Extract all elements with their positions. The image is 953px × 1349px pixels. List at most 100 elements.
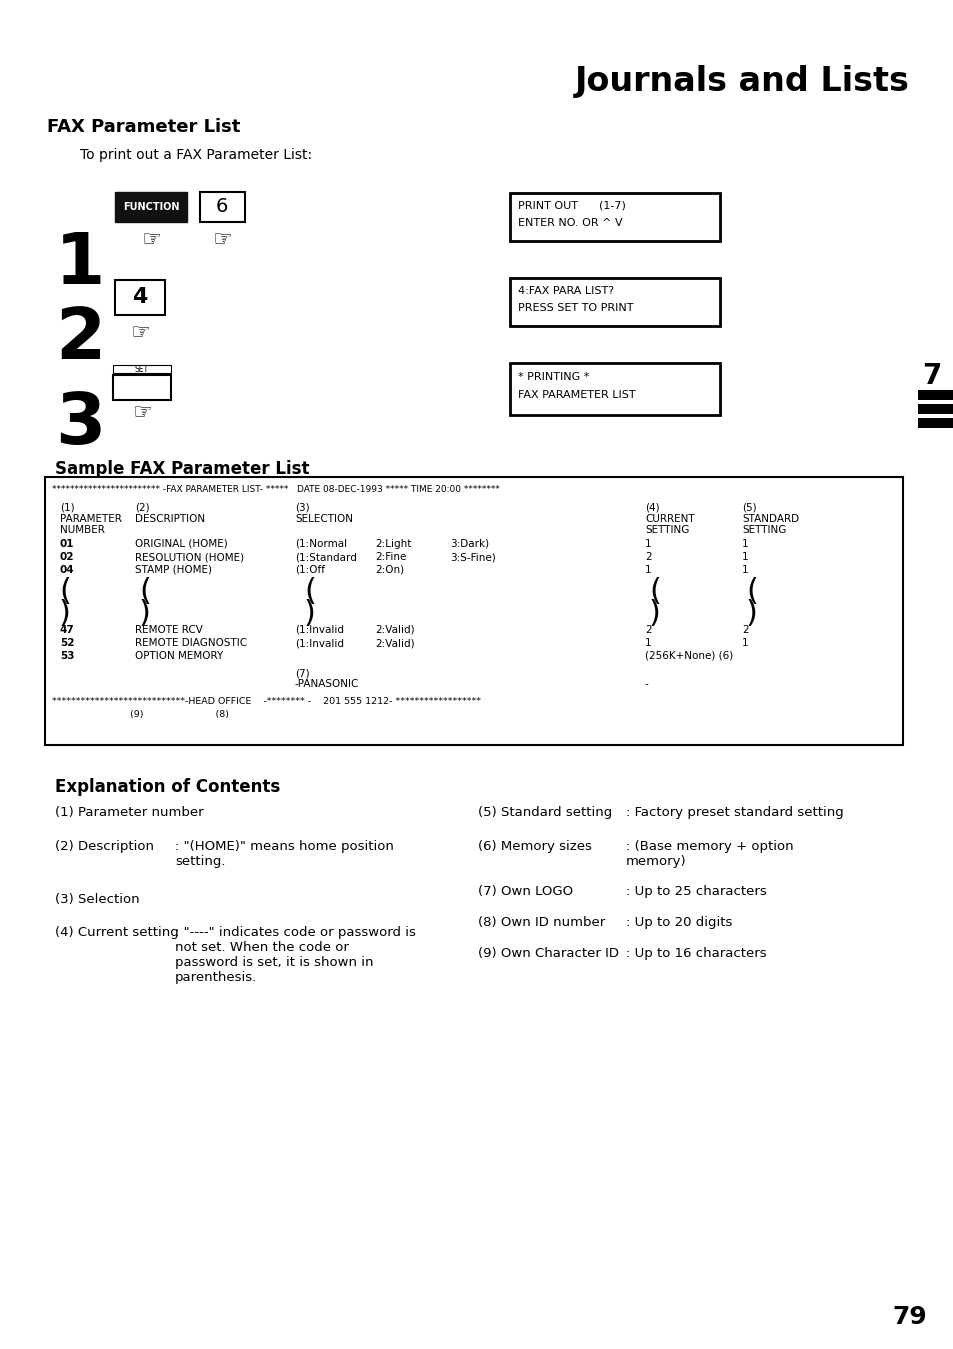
Text: (9) Own Character ID: (9) Own Character ID (477, 947, 618, 960)
Text: ): ) (745, 599, 757, 629)
Text: (1:Off: (1:Off (294, 565, 325, 575)
Text: 1: 1 (55, 229, 105, 299)
Text: 1: 1 (741, 565, 748, 575)
Text: 1: 1 (741, 638, 748, 648)
Bar (510, 278, 720, 326)
Text: (5): (5) (741, 503, 756, 513)
Text: FUNCTION: FUNCTION (123, 202, 179, 212)
Text: REMOTE DIAGNOSTIC: REMOTE DIAGNOSTIC (135, 638, 247, 648)
Text: 2:Valid): 2:Valid) (375, 625, 415, 635)
Text: PRINT OUT      (1-7): PRINT OUT (1-7) (517, 201, 625, 210)
Bar (917, 390, 953, 401)
Bar (200, 192, 245, 223)
Text: 52: 52 (60, 638, 74, 648)
Text: 2: 2 (55, 305, 105, 374)
Text: 2: 2 (644, 625, 651, 635)
Text: 6: 6 (215, 197, 228, 216)
Text: 2:On): 2:On) (375, 565, 404, 575)
Text: (5) Standard setting: (5) Standard setting (477, 805, 612, 819)
Text: ): ) (304, 599, 315, 629)
Text: (1): (1) (60, 503, 74, 513)
Text: Explanation of Contents: Explanation of Contents (55, 778, 280, 796)
Bar (510, 363, 720, 415)
Text: (3) Selection: (3) Selection (55, 893, 139, 907)
Text: ): ) (139, 599, 151, 629)
Text: (2) Description: (2) Description (55, 840, 153, 853)
Text: (7) Own LOGO: (7) Own LOGO (477, 885, 573, 898)
Text: (1:Standard: (1:Standard (294, 552, 356, 563)
Text: parenthesis.: parenthesis. (174, 971, 257, 983)
Text: ****************************-HEAD OFFICE    -******** -    201 555 1212- *******: ****************************-HEAD OFFICE… (52, 697, 480, 706)
Text: ENTER NO. OR ^ V: ENTER NO. OR ^ V (517, 219, 622, 228)
Bar (45, 478, 902, 745)
Text: 2: 2 (741, 625, 748, 635)
Text: (1:Invalid: (1:Invalid (294, 638, 344, 648)
Text: 2:Valid): 2:Valid) (375, 638, 415, 648)
Text: 79: 79 (892, 1304, 926, 1329)
Text: ☞: ☞ (212, 229, 232, 250)
Text: 3:S-Fine): 3:S-Fine) (450, 552, 496, 563)
Text: NUMBER: NUMBER (60, 525, 105, 536)
Text: To print out a FAX Parameter List:: To print out a FAX Parameter List: (80, 148, 312, 162)
Text: (7): (7) (294, 668, 310, 679)
Text: ☞: ☞ (141, 229, 161, 250)
Text: (: ( (648, 577, 660, 606)
Text: FAX PARAMETER LIST: FAX PARAMETER LIST (517, 390, 635, 401)
Text: Sample FAX Parameter List: Sample FAX Parameter List (55, 460, 309, 478)
Text: (: ( (59, 577, 71, 606)
Bar (112, 366, 171, 374)
Text: password is set, it is shown in: password is set, it is shown in (174, 956, 374, 969)
Text: * PRINTING *: * PRINTING * (517, 372, 589, 382)
Text: (: ( (139, 577, 151, 606)
Text: CURRENT: CURRENT (644, 514, 694, 523)
Text: 01: 01 (60, 540, 74, 549)
Text: 4:FAX PARA LIST?: 4:FAX PARA LIST? (517, 286, 614, 295)
Text: (1:Invalid: (1:Invalid (294, 625, 344, 635)
Text: 2:Light: 2:Light (375, 540, 411, 549)
Text: memory): memory) (625, 855, 686, 867)
Text: ************************ -FAX PARAMETER LIST- *****   DATE 08-DEC-1993 ***** TIM: ************************ -FAX PARAMETER … (52, 486, 499, 494)
Text: 1: 1 (644, 638, 651, 648)
Bar (917, 418, 953, 428)
Text: SETTING: SETTING (644, 525, 689, 536)
Text: not set. When the code or: not set. When the code or (174, 942, 349, 954)
Text: (: ( (745, 577, 757, 606)
Text: (3): (3) (294, 503, 310, 513)
Text: 7: 7 (922, 362, 941, 390)
Text: (2): (2) (135, 503, 150, 513)
Text: 1: 1 (644, 540, 651, 549)
Text: : (Base memory + option: : (Base memory + option (625, 840, 793, 853)
Text: (4) Current setting: (4) Current setting (55, 925, 178, 939)
Text: ☞: ☞ (132, 403, 152, 424)
Text: (4): (4) (644, 503, 659, 513)
Text: ): ) (59, 599, 71, 629)
Text: Journals and Lists: Journals and Lists (575, 65, 909, 98)
Text: 2:Fine: 2:Fine (375, 552, 406, 563)
Bar (917, 403, 953, 414)
Text: ☞: ☞ (130, 322, 150, 343)
Text: STAMP (HOME): STAMP (HOME) (135, 565, 212, 575)
Text: SELECTION: SELECTION (294, 514, 353, 523)
Text: (6) Memory sizes: (6) Memory sizes (477, 840, 591, 853)
Bar (112, 375, 171, 401)
Text: 1: 1 (741, 540, 748, 549)
Bar (115, 192, 187, 223)
Text: (1:Normal: (1:Normal (294, 540, 347, 549)
Text: REMOTE RCV: REMOTE RCV (135, 625, 203, 635)
Text: DESCRIPTION: DESCRIPTION (135, 514, 205, 523)
Text: 02: 02 (60, 552, 74, 563)
Text: 2: 2 (644, 552, 651, 563)
Text: 1: 1 (644, 565, 651, 575)
Text: RESOLUTION (HOME): RESOLUTION (HOME) (135, 552, 244, 563)
Text: (: ( (304, 577, 315, 606)
Text: : "(HOME)" means home position: : "(HOME)" means home position (174, 840, 394, 853)
Text: ): ) (648, 599, 660, 629)
Text: SETTING: SETTING (741, 525, 785, 536)
Text: STANDARD: STANDARD (741, 514, 799, 523)
Bar (510, 193, 720, 241)
Text: PARAMETER: PARAMETER (60, 514, 122, 523)
Text: -PANASONIC: -PANASONIC (294, 679, 359, 689)
Text: OPTION MEMORY: OPTION MEMORY (135, 652, 223, 661)
Text: SET: SET (134, 364, 149, 374)
Text: 53: 53 (60, 652, 74, 661)
